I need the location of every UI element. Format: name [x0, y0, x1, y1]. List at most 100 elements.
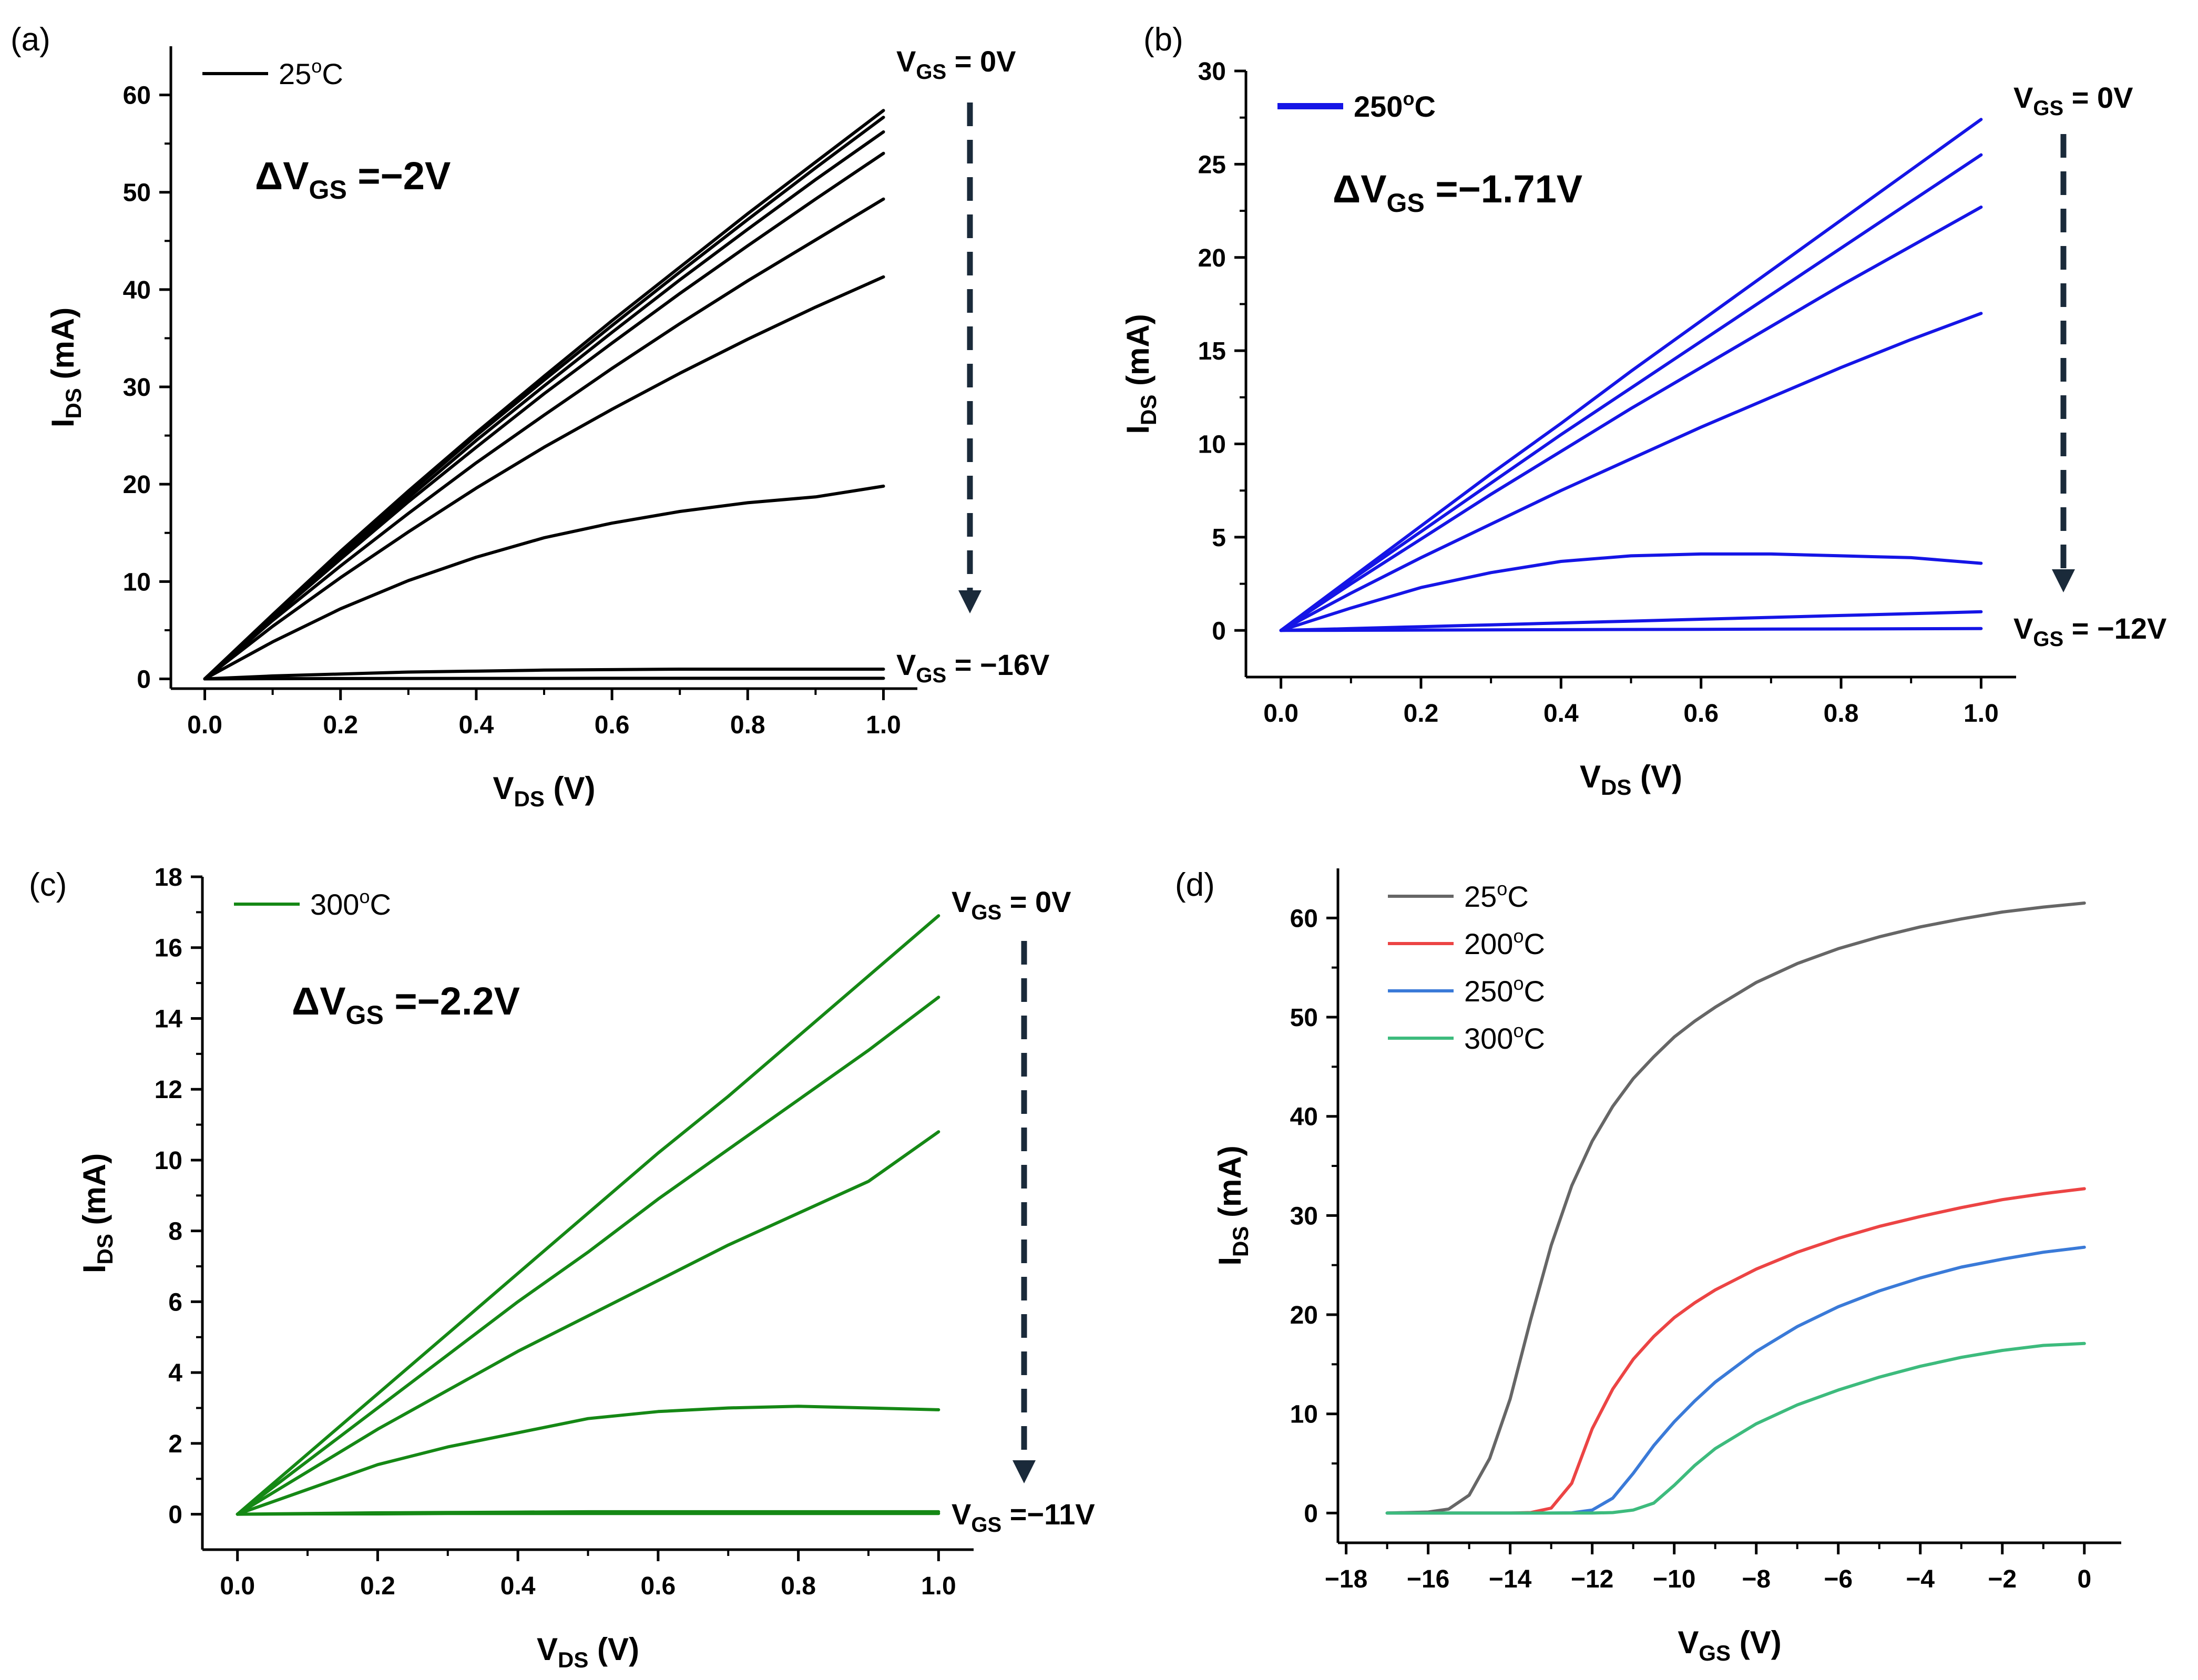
x-tick-label: 0.4 [1543, 700, 1579, 728]
y-axis-title: IDS (mA) [1212, 1145, 1253, 1265]
series-line-250oc [1385, 1245, 2086, 1515]
legend-unit: C [1414, 90, 1435, 123]
series-line-vgs-6.84v [1279, 552, 1983, 632]
series-line-vgs-3.42v [1279, 206, 1983, 632]
series-line-vgs0v [236, 914, 940, 1516]
legend-degree: o [1403, 88, 1414, 109]
x-tick-label: −16 [1407, 1565, 1449, 1593]
delta-vgs-annotation: ΔVGS =−2.2V [292, 979, 520, 1030]
y-label-sub: DS [1228, 1226, 1253, 1257]
legend-unit: C [370, 888, 391, 921]
y-tick-label: 30 [1290, 1202, 1318, 1230]
delta-value: =−1.71V [1425, 167, 1582, 211]
delta-main: ΔV [292, 979, 346, 1023]
x-tick-label: −4 [1906, 1565, 1935, 1593]
y-tick-label: 0 [1304, 1500, 1318, 1528]
legend-unit: C [1524, 975, 1545, 1008]
series-line-vgs-11v [236, 1512, 940, 1516]
x-axis-title: VGS (V) [1678, 1625, 1781, 1665]
series-line-200oc [1385, 1187, 2086, 1515]
legend-number: 300 [310, 888, 359, 921]
y-axis-title-group: IDS (mA) [77, 1153, 117, 1273]
legend-number: 25 [1464, 880, 1497, 913]
x-label-unit: (V) [588, 1632, 639, 1667]
x-label-main: V [493, 771, 514, 806]
top-annot-value: = 0V [946, 45, 1016, 78]
panel-c: (c) 0.0 0.2 0.4 0.6 0.8 1.0 0 2 4 6 8 10 12 14 16 18 VDS … [29, 864, 1095, 1672]
x-tick-label: 0.2 [1404, 700, 1439, 728]
y-label-sub: DS [1136, 395, 1161, 425]
y-tick-label: 10 [1198, 431, 1226, 459]
x-tick-label: 0.8 [1824, 700, 1859, 728]
y-axis-title: IDS (mA) [77, 1153, 117, 1273]
y-axis-title-group: IDS (mA) [1120, 314, 1161, 434]
y-label-main: I [77, 1265, 112, 1274]
y-tick-label: 8 [168, 1218, 182, 1246]
x-tick-label: 0.6 [1683, 700, 1719, 728]
x-tick-label: 0.2 [360, 1572, 395, 1600]
legend-label: 300oC [310, 886, 391, 921]
x-axis-title: VDS (V) [1580, 759, 1682, 800]
y-tick-label: 50 [123, 179, 151, 207]
series-line-vgs-6.6v [236, 1405, 940, 1516]
y-tick-label: 14 [155, 1005, 183, 1033]
delta-value: =−2V [347, 154, 451, 198]
panel-letter: (d) [1175, 867, 1215, 903]
legend-degree: o [311, 55, 322, 77]
legend-label: 25oC [279, 55, 343, 90]
y-label-sub: DS [61, 388, 86, 418]
y-label-unit: (mA) [1212, 1145, 1248, 1226]
series-line-vgs-14v [203, 668, 885, 681]
bottom-annot-main: V [2013, 612, 2033, 645]
y-tick-label: 16 [155, 935, 182, 962]
y-tick-label: 30 [1198, 58, 1226, 86]
bottom-annot-value: = −12V [2063, 612, 2166, 645]
series-line-vgs-6v [203, 151, 885, 681]
series-line-vgs-12v [1279, 627, 1983, 632]
bottom-annot-main: V [896, 648, 916, 681]
x-label-main: V [537, 1632, 558, 1667]
y-label-sub: DS [93, 1234, 117, 1264]
series-line-vgs-8v [203, 197, 885, 681]
y-tick-label: 20 [123, 471, 151, 499]
y-tick-label: 0 [1212, 617, 1226, 645]
vgs-end-label: VGS = −16V [896, 648, 1049, 687]
legend-degree: o [1497, 878, 1507, 899]
series-line-vgs-4v [203, 130, 885, 681]
legend-number: 25 [279, 57, 311, 90]
top-annot-sub: GS [916, 60, 946, 84]
legend-unit: C [322, 57, 343, 90]
top-annot-value: = 0V [1001, 885, 1071, 918]
legend-unit: C [1507, 880, 1528, 913]
x-tick-label: 0.8 [781, 1572, 816, 1600]
y-axis-title-group: IDS (mA) [45, 308, 86, 427]
series-line-vgs-2.2v [236, 996, 940, 1516]
legend-unit: C [1524, 927, 1545, 960]
y-tick-label: 15 [1198, 337, 1226, 365]
top-annot-main: V [2013, 81, 2033, 114]
legend-unit: C [1524, 1022, 1545, 1055]
series-line-vgs-10v [203, 275, 885, 681]
delta-sub: GS [346, 1000, 384, 1030]
bottom-annot-value: =−11V [1001, 1498, 1095, 1531]
y-axis-title: IDS (mA) [45, 308, 86, 427]
y-label-unit: (mA) [1120, 314, 1156, 394]
bottom-annot-main: V [952, 1498, 971, 1531]
y-label-main: I [1212, 1257, 1248, 1266]
delta-main: ΔV [255, 154, 309, 198]
x-tick-label: −8 [1742, 1565, 1771, 1593]
series-line-25oc [1385, 902, 2086, 1515]
panel-letter: (c) [29, 867, 67, 903]
y-tick-label: 0 [168, 1501, 182, 1529]
vgs-start-label: VGS = 0V [2013, 81, 2133, 120]
legend-number: 200 [1464, 927, 1513, 960]
y-tick-label: 40 [123, 276, 151, 304]
legend-degree: o [359, 886, 370, 907]
legend-degree: o [1513, 925, 1524, 947]
delta-value: =−2.2V [384, 979, 520, 1023]
y-tick-label: 20 [1198, 244, 1226, 272]
bottom-annot-value: = −16V [946, 648, 1049, 681]
bottom-annot-sub: GS [971, 1513, 1001, 1536]
y-tick-label: 4 [168, 1359, 182, 1387]
